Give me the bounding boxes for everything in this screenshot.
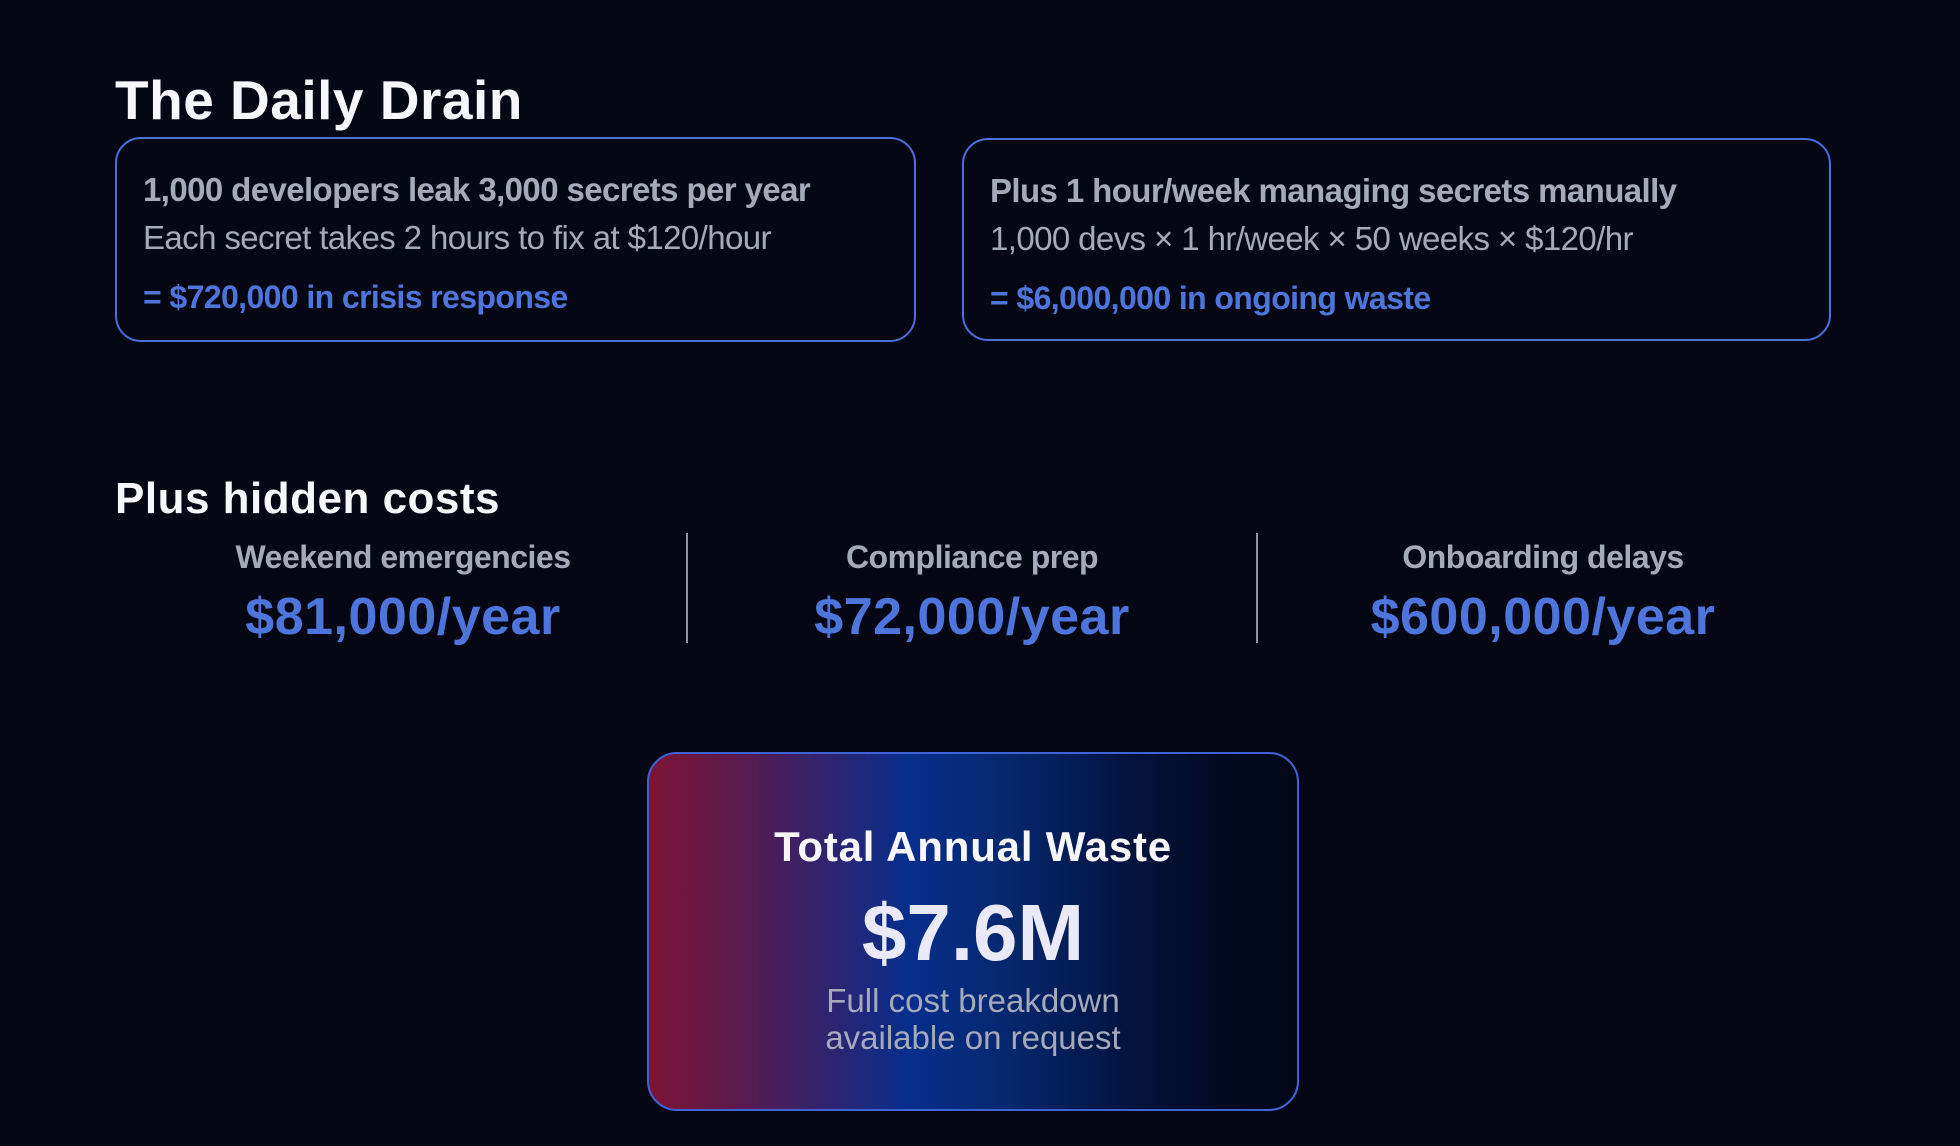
card-detail: Each secret takes 2 hours to fix at $120… [143, 219, 771, 256]
page-title: The Daily Drain [115, 68, 523, 131]
stat-label: Onboarding delays [1402, 539, 1684, 575]
hidden-cost-compliance-prep: Compliance prep $72,000/year [722, 535, 1222, 649]
stat-label: Weekend emergencies [235, 539, 571, 575]
hidden-cost-weekend-emergencies: Weekend emergencies $81,000/year [153, 535, 653, 649]
hidden-cost-onboarding-delays: Onboarding delays $600,000/year [1293, 535, 1793, 649]
total-note-line-2: available on request [825, 1019, 1121, 1056]
card-detail: 1,000 devs × 1 hr/week × 50 weeks × $120… [990, 220, 1633, 257]
stat-value: $72,000/year [814, 588, 1130, 646]
total-title: Total Annual Waste [774, 823, 1172, 870]
ongoing-waste-card: Plus 1 hour/week managing secrets manual… [962, 138, 1831, 341]
total-note-line-1: Full cost breakdown [826, 982, 1120, 1019]
stat-value: $600,000/year [1370, 588, 1716, 646]
card-result: = $720,000 in crisis response [143, 279, 568, 315]
total-annual-waste-card: Total Annual Waste $7.6M Full cost break… [647, 752, 1299, 1111]
card-result: = $6,000,000 in ongoing waste [990, 280, 1431, 316]
hidden-costs-title: Plus hidden costs [115, 473, 501, 523]
total-note: Full cost breakdown available on request [649, 982, 1297, 1056]
stat-value: $81,000/year [245, 588, 561, 646]
total-value: $7.6M [861, 888, 1085, 977]
card-headline: 1,000 developers leak 3,000 secrets per … [143, 171, 811, 208]
divider [1256, 533, 1258, 643]
card-headline: Plus 1 hour/week managing secrets manual… [990, 172, 1677, 209]
crisis-response-card: 1,000 developers leak 3,000 secrets per … [115, 137, 916, 342]
stat-label: Compliance prep [845, 539, 1099, 575]
divider [686, 533, 688, 643]
